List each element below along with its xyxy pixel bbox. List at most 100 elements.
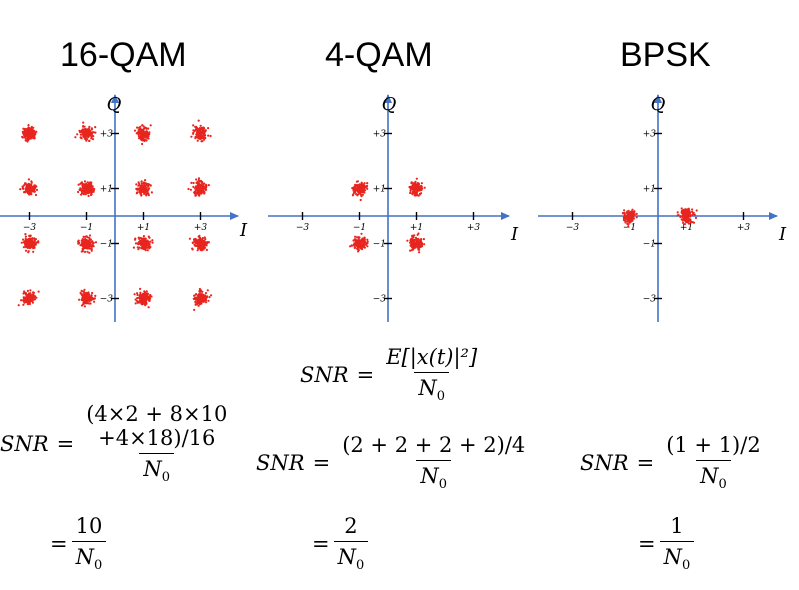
noise-sample [78, 188, 81, 191]
noise-sample [205, 186, 208, 189]
x-tick-label: +1 [680, 223, 693, 233]
noise-sample [80, 250, 83, 253]
noise-sample [354, 183, 357, 186]
noise-sample [28, 302, 31, 306]
noise-sample [629, 218, 632, 221]
noise-sample [90, 247, 93, 250]
noise-sample [414, 181, 417, 184]
y-tick-label: +1 [100, 185, 113, 195]
noise-sample [194, 187, 197, 190]
noise-sample [81, 182, 84, 185]
constellation-point [135, 179, 153, 197]
noise-sample [411, 238, 414, 241]
den-n: N [75, 545, 95, 570]
noise-sample [413, 194, 416, 197]
constellation-point [78, 288, 97, 308]
noise-sample [24, 139, 27, 142]
noise-sample [203, 136, 206, 139]
noise-sample [144, 295, 147, 298]
noise-sample [420, 238, 423, 241]
noise-sample [356, 236, 359, 239]
noise-sample [148, 133, 151, 136]
x-tick-label: −1 [353, 223, 366, 233]
noise-sample [196, 298, 199, 301]
y-tick-label: −1 [100, 240, 113, 250]
constellation-point [192, 287, 213, 311]
noise-sample [349, 245, 352, 248]
noise-sample [679, 215, 682, 218]
noise-sample [29, 129, 33, 132]
snr-bpsk-denominator: N0 [696, 460, 731, 492]
noise-sample [83, 250, 87, 253]
snr-bpsk-fraction: (1 + 1)/2 N0 [662, 433, 765, 492]
noise-sample [151, 239, 154, 242]
noise-sample [691, 221, 694, 224]
noise-sample [139, 241, 142, 244]
noise-sample [139, 184, 142, 187]
noise-sample [138, 130, 141, 133]
noise-sample [27, 178, 30, 181]
noise-sample [83, 184, 86, 187]
noise-sample [687, 222, 691, 225]
noise-sample [33, 190, 36, 193]
noise-sample [193, 240, 196, 243]
constellation-point [17, 289, 40, 307]
noise-sample [358, 244, 361, 247]
constellation-point [77, 234, 98, 254]
noise-sample [91, 135, 94, 138]
noise-sample [31, 297, 34, 300]
noise-sample [192, 181, 195, 185]
constellation-point [351, 180, 369, 202]
noise-sample [353, 244, 356, 247]
noise-sample [134, 242, 138, 245]
noise-sample [150, 191, 153, 194]
noise-sample [201, 246, 205, 249]
den-n: N [418, 376, 437, 401]
noise-sample [141, 142, 144, 146]
y-tick-label: +1 [373, 185, 386, 195]
noise-sample [142, 189, 145, 192]
noise-sample [84, 292, 87, 295]
noise-sample [204, 129, 207, 132]
den-sub: 0 [681, 558, 691, 574]
den-n: N [143, 457, 162, 482]
noise-sample [630, 215, 633, 218]
noise-sample [196, 128, 199, 131]
noise-sample [135, 132, 138, 135]
noise-sample [412, 182, 415, 185]
noise-sample [693, 213, 696, 216]
noise-sample [148, 131, 151, 134]
noise-sample [19, 188, 22, 191]
noise-sample [90, 127, 93, 130]
noise-sample [84, 193, 87, 196]
noise-sample [90, 181, 93, 184]
noise-sample [197, 241, 200, 244]
noise-sample [140, 302, 143, 305]
noise-sample [147, 306, 150, 309]
y-tick-label: +3 [373, 130, 387, 140]
den-sub: 0 [161, 470, 171, 486]
noise-sample [24, 182, 27, 185]
noise-sample [32, 291, 36, 294]
snr-general-numerator: E[|x(t)|²] [386, 345, 478, 369]
noise-sample [25, 131, 28, 134]
noise-sample [359, 187, 362, 190]
y-tick-label: +1 [643, 185, 656, 195]
noise-sample [195, 293, 198, 296]
noise-sample [203, 182, 206, 185]
noise-sample [354, 191, 357, 194]
noise-sample [25, 241, 28, 245]
noise-sample [412, 184, 415, 187]
noise-sample [23, 190, 26, 193]
noise-sample [132, 246, 135, 249]
noise-sample [356, 180, 359, 183]
noise-sample [353, 242, 356, 245]
noise-sample [146, 242, 149, 245]
noise-sample [200, 186, 203, 189]
noise-sample [145, 131, 148, 134]
noise-sample [136, 191, 139, 194]
noise-sample [26, 298, 29, 301]
noise-sample [149, 240, 152, 243]
noise-sample [26, 187, 29, 190]
noise-sample [84, 295, 87, 298]
